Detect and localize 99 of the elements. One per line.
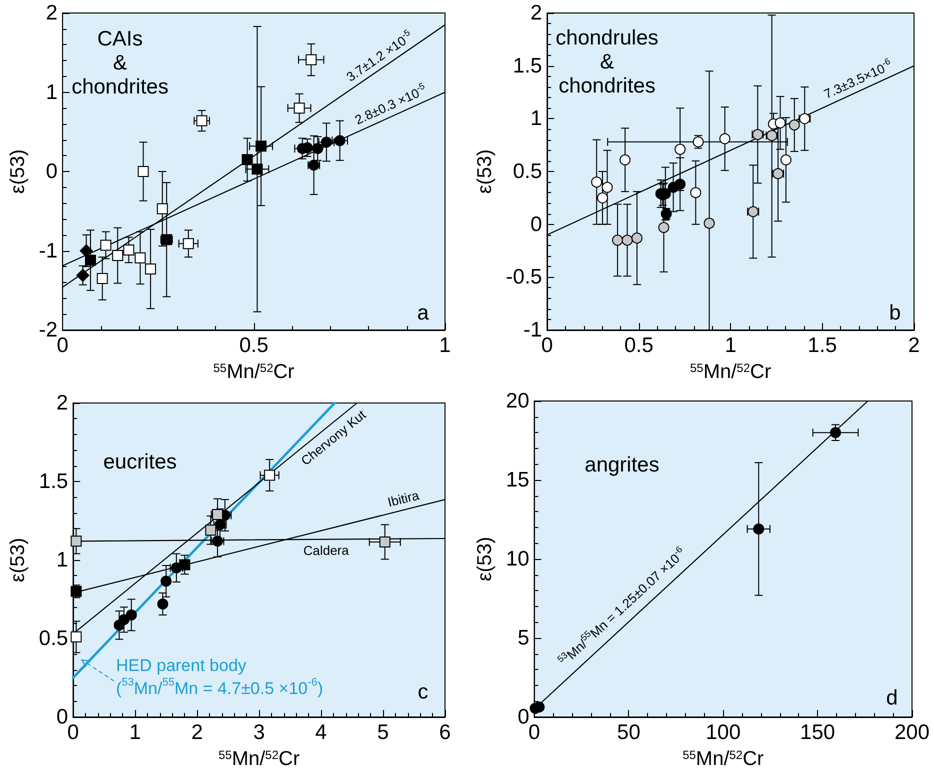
x-tick-label: 200	[894, 721, 930, 744]
y-tick-label: -0.5	[506, 266, 542, 289]
y-axis-title: ε(53)	[7, 538, 29, 582]
annotation: d	[886, 686, 898, 710]
point	[156, 203, 168, 214]
x-tick-label: 1	[129, 721, 141, 744]
x-tick-label: 3	[253, 721, 265, 744]
point	[658, 222, 670, 233]
x-tick-label: 5	[377, 721, 389, 744]
y-tick-label: 1.5	[38, 470, 68, 493]
x-tick-label: 2	[191, 721, 203, 744]
point	[205, 524, 216, 536]
point	[597, 192, 608, 204]
point	[264, 470, 276, 481]
point	[134, 252, 146, 264]
y-tick-label: 2	[56, 392, 68, 414]
point	[622, 234, 633, 246]
point	[70, 586, 82, 597]
y-tick-label: 0	[56, 706, 68, 728]
y-tick-label: -1	[38, 239, 58, 262]
y-tick-label: 0.5	[512, 160, 542, 183]
y-tick-label: -1	[523, 318, 542, 342]
point	[830, 427, 842, 438]
annotation: angrites	[584, 454, 660, 476]
x-tick-label: 50	[617, 721, 640, 744]
y-axis-title: ε(53)	[7, 149, 29, 194]
y-tick-label: 10	[506, 548, 530, 570]
point	[612, 234, 624, 246]
y-tick-label: 2	[46, 2, 58, 24]
annotation: a	[417, 302, 430, 324]
point	[320, 136, 332, 148]
point	[294, 102, 305, 114]
x-tick-label: 1.5	[808, 334, 837, 357]
x-tick-label: 2	[908, 334, 920, 357]
point	[126, 609, 137, 620]
point	[256, 140, 267, 152]
point	[196, 115, 208, 126]
annotation: eucrites	[103, 450, 177, 474]
y-tick-label: 0	[518, 706, 530, 728]
point	[145, 263, 156, 274]
x-tick-label: 4	[315, 721, 328, 744]
y-tick-label: 0.5	[38, 627, 68, 650]
point	[118, 614, 130, 626]
point	[112, 250, 124, 262]
point	[334, 135, 346, 146]
y-tick-label: 1	[530, 107, 542, 130]
point	[157, 598, 168, 610]
y-axis-title: ε(53)	[474, 536, 496, 582]
y-tick-label: 0	[46, 160, 58, 183]
x-tick-label: 100	[706, 721, 741, 744]
point	[70, 536, 82, 547]
y-tick-label: 2	[530, 2, 542, 24]
x-tick-label: 0.5	[624, 334, 654, 357]
point	[306, 54, 317, 66]
point	[602, 182, 613, 193]
point	[312, 143, 324, 154]
annotation: c	[418, 680, 428, 704]
point	[76, 268, 90, 282]
x-tick-label: 150	[800, 721, 836, 744]
point	[674, 178, 686, 190]
point	[70, 631, 82, 642]
point	[631, 232, 642, 244]
y-tick-label: 1	[46, 80, 58, 104]
y-tick-label: 1.5	[512, 54, 542, 78]
x-tick-label: 1	[724, 334, 736, 357]
point	[80, 244, 93, 258]
point	[719, 133, 730, 144]
point	[753, 523, 764, 534]
point	[182, 238, 194, 250]
point	[774, 117, 786, 128]
annotation: CAIs & chondrites	[72, 27, 168, 99]
y-tick-label: 20	[506, 390, 530, 412]
annotation: b	[889, 302, 901, 324]
point	[138, 166, 149, 177]
point	[100, 240, 112, 251]
point	[690, 187, 702, 198]
y-tick-label: 1	[56, 548, 68, 572]
point	[620, 154, 631, 166]
y-axis-title: ε(53)	[474, 149, 496, 194]
point	[379, 536, 390, 548]
x-tick-label: 0.5	[239, 334, 268, 357]
annotation: chondrules & chondrites	[556, 26, 658, 98]
y-tick-label: 0	[530, 212, 542, 236]
point	[788, 120, 800, 131]
x-tick-label: 6	[439, 721, 451, 744]
y-tick-label: 15	[506, 468, 530, 492]
point	[780, 154, 792, 166]
point	[96, 272, 108, 284]
point	[252, 164, 263, 175]
point	[84, 254, 96, 266]
y-tick-label: -2	[38, 318, 58, 342]
point	[591, 176, 602, 188]
y-tick-label: 5	[518, 626, 530, 650]
point	[160, 576, 172, 587]
point	[123, 244, 134, 256]
text: Ibitira	[386, 487, 422, 510]
series-label: Caldera	[303, 542, 350, 558]
point	[242, 154, 253, 166]
x-tick-label: 1	[439, 334, 451, 357]
